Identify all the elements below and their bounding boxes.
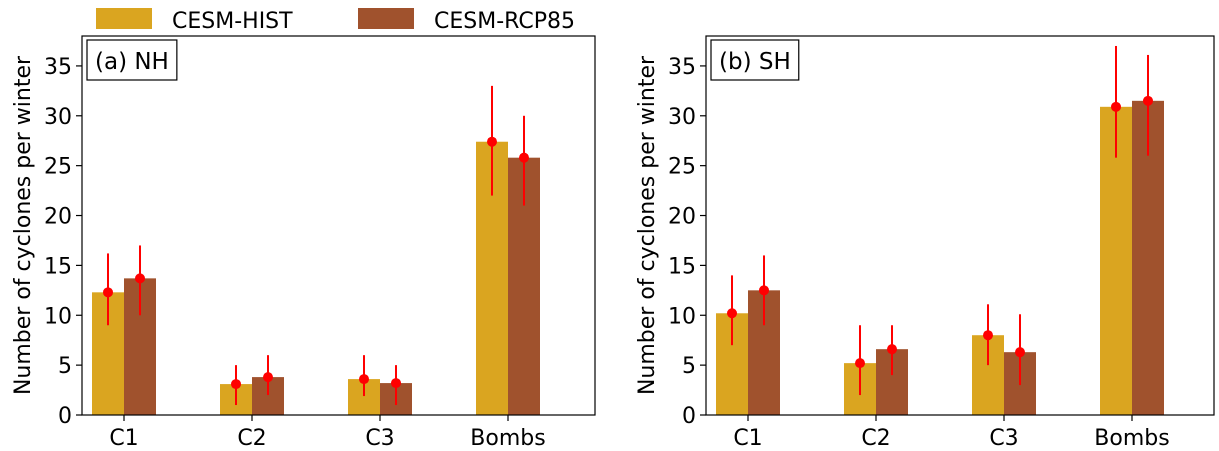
y-tick-label: 10 [668, 304, 696, 329]
mean-marker-cesm-rcp85-bombs [519, 152, 529, 163]
y-tick-label: 25 [44, 155, 72, 180]
mean-marker-cesm-hist-c1 [103, 287, 113, 298]
y-tick-label: 20 [44, 205, 72, 230]
y-tick-label: 10 [44, 304, 72, 329]
y-axis-label: Number of cyclones per winter [635, 55, 660, 395]
y-tick-label: 30 [668, 105, 696, 130]
legend: CESM-HIST CESM-RCP85 [96, 8, 575, 34]
y-tick-label: 0 [682, 404, 696, 429]
bar-cesm-hist-bombs [1100, 106, 1132, 415]
mean-marker-cesm-hist-c3 [983, 330, 993, 341]
plot-frame [81, 35, 596, 416]
mean-marker-cesm-rcp85-c1 [759, 285, 769, 296]
mean-marker-cesm-rcp85-bombs [1143, 95, 1153, 106]
mean-marker-cesm-hist-c1 [727, 308, 737, 319]
legend-swatch-cesm-hist [96, 8, 152, 29]
mean-marker-cesm-hist-c2 [855, 358, 865, 369]
legend-swatch-cesm-rcp85 [358, 8, 414, 29]
panel-label: (a) NH [95, 49, 169, 75]
plot-frame [705, 35, 1215, 416]
y-tick-label: 30 [44, 105, 72, 130]
y-tick-label: 35 [668, 55, 696, 80]
legend-label-cesm-rcp85: CESM-RCP85 [434, 9, 575, 34]
y-tick-label: 15 [44, 254, 72, 279]
mean-marker-cesm-hist-bombs [487, 136, 497, 147]
y-tick-label: 25 [668, 155, 696, 180]
y-tick-label: 35 [44, 55, 72, 80]
panel-nh: 0 5 10 15 20 25 30 35 C1 C2 C3 Bombs Number of cyclo… [11, 35, 596, 451]
x-tick-label-c2: C2 [237, 426, 266, 451]
x-tick-label-c1: C1 [733, 426, 762, 451]
mean-marker-cesm-hist-c2 [231, 379, 241, 390]
panel-label: (b) SH [719, 49, 791, 75]
y-tick-label: 20 [668, 205, 696, 230]
x-tick-label-c3: C3 [989, 426, 1018, 451]
y-tick-label: 5 [682, 354, 696, 379]
y-axis-label: Number of cyclones per winter [11, 55, 36, 395]
mean-marker-cesm-rcp85-c3 [391, 378, 401, 389]
mean-marker-cesm-rcp85-c2 [887, 344, 897, 355]
mean-marker-cesm-hist-bombs [1111, 101, 1121, 112]
mean-marker-cesm-rcp85-c2 [263, 372, 273, 383]
panel-label-box [710, 39, 800, 81]
x-tick-label-c3: C3 [365, 426, 394, 451]
legend-label-cesm-hist: CESM-HIST [172, 9, 293, 34]
panel-label-box [86, 39, 178, 81]
mean-marker-cesm-rcp85-c3 [1015, 347, 1025, 358]
x-tick-label-bombs: Bombs [470, 426, 545, 451]
y-tick-label: 0 [58, 404, 72, 429]
y-tick-label: 15 [668, 254, 696, 279]
x-tick-label-c1: C1 [109, 426, 138, 451]
mean-marker-cesm-rcp85-c1 [135, 273, 145, 284]
panel-sh: 0 5 10 15 20 25 30 35 C1 C2 C3 Bombs Number of cyclo… [635, 35, 1215, 451]
x-tick-label-bombs: Bombs [1094, 426, 1169, 451]
mean-marker-cesm-hist-c3 [359, 374, 369, 385]
y-tick-label: 5 [58, 354, 72, 379]
x-tick-label-c2: C2 [861, 426, 890, 451]
